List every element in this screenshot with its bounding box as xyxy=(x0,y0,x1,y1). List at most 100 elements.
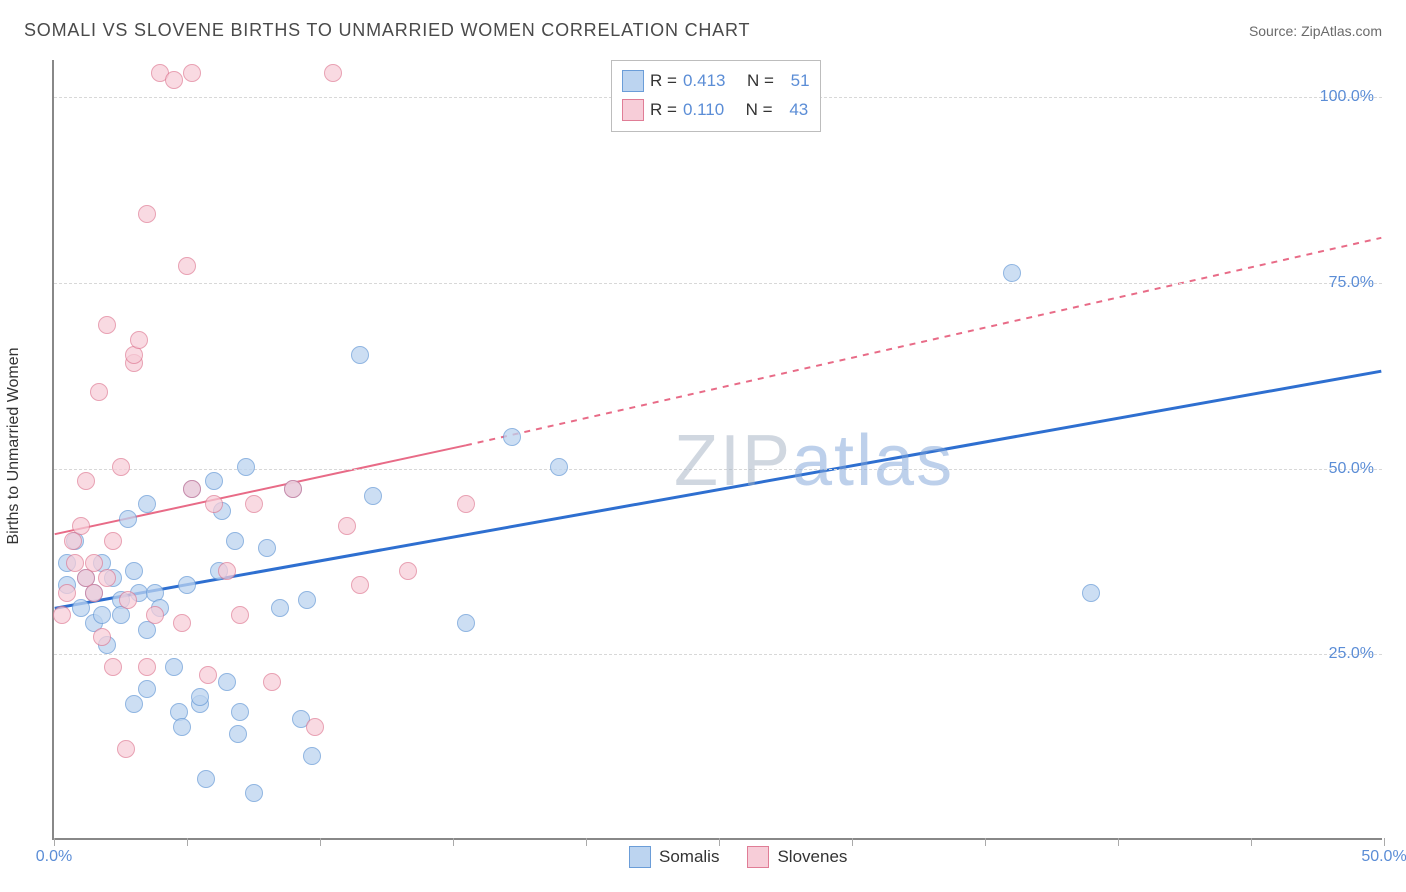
data-point-somalis xyxy=(298,591,316,609)
data-point-somalis xyxy=(231,703,249,721)
data-point-slovenes xyxy=(130,331,148,349)
x-tick xyxy=(453,838,454,846)
data-point-somalis xyxy=(93,606,111,624)
legend-swatch xyxy=(622,70,644,92)
y-tick-label: 100.0% xyxy=(1320,88,1374,106)
x-tick xyxy=(1118,838,1119,846)
x-tick xyxy=(719,838,720,846)
data-point-slovenes xyxy=(218,562,236,580)
x-tick xyxy=(586,838,587,846)
legend-swatch xyxy=(747,846,769,868)
legend-swatch xyxy=(622,99,644,121)
data-point-slovenes xyxy=(457,495,475,513)
data-point-slovenes xyxy=(399,562,417,580)
data-point-slovenes xyxy=(138,658,156,676)
x-tick xyxy=(1384,838,1385,846)
data-point-slovenes xyxy=(245,495,263,513)
data-point-slovenes xyxy=(119,591,137,609)
data-point-slovenes xyxy=(199,666,217,684)
data-point-slovenes xyxy=(90,383,108,401)
data-point-somalis xyxy=(178,576,196,594)
data-point-slovenes xyxy=(58,584,76,602)
data-point-slovenes xyxy=(53,606,71,624)
data-point-slovenes xyxy=(104,658,122,676)
chart-title: SOMALI VS SLOVENE BIRTHS TO UNMARRIED WO… xyxy=(24,20,750,41)
x-tick xyxy=(852,838,853,846)
data-point-somalis xyxy=(125,562,143,580)
trend-lines xyxy=(54,60,1382,838)
data-point-somalis xyxy=(271,599,289,617)
x-tick xyxy=(985,838,986,846)
data-point-slovenes xyxy=(231,606,249,624)
data-point-somalis xyxy=(72,599,90,617)
y-axis-label: Births to Unmarried Women xyxy=(5,347,23,544)
legend-label: Somalis xyxy=(659,847,719,867)
x-tick xyxy=(1251,838,1252,846)
data-point-somalis xyxy=(165,658,183,676)
data-point-slovenes xyxy=(284,480,302,498)
legend-stats-row: R = 0.110 N = 43 xyxy=(622,96,810,125)
data-point-somalis xyxy=(457,614,475,632)
data-point-somalis xyxy=(351,346,369,364)
gridline xyxy=(54,283,1382,284)
data-point-somalis xyxy=(245,784,263,802)
data-point-slovenes xyxy=(117,740,135,758)
plot-area: 25.0%50.0%75.0%100.0%0.0%50.0%ZIPatlas R… xyxy=(52,60,1382,840)
data-point-slovenes xyxy=(173,614,191,632)
data-point-somalis xyxy=(1003,264,1021,282)
legend-item-somalis: Somalis xyxy=(629,846,719,868)
data-point-slovenes xyxy=(183,480,201,498)
data-point-somalis xyxy=(229,725,247,743)
legend-stats-row: R = 0.413 N = 51 xyxy=(622,67,810,96)
data-point-slovenes xyxy=(112,458,130,476)
watermark: ZIPatlas xyxy=(674,420,954,502)
data-point-slovenes xyxy=(98,569,116,587)
data-point-slovenes xyxy=(146,606,164,624)
data-point-slovenes xyxy=(306,718,324,736)
data-point-somalis xyxy=(237,458,255,476)
y-tick-label: 75.0% xyxy=(1329,274,1374,292)
legend-stats-box: R = 0.413 N = 51 R = 0.110 N = 43 xyxy=(611,60,821,132)
data-point-somalis xyxy=(119,510,137,528)
legend-item-slovenes: Slovenes xyxy=(747,846,847,868)
legend-swatch xyxy=(629,846,651,868)
data-point-somalis xyxy=(125,695,143,713)
data-point-somalis xyxy=(364,487,382,505)
legend-label: Slovenes xyxy=(777,847,847,867)
x-tick xyxy=(54,838,55,846)
data-point-somalis xyxy=(138,680,156,698)
data-point-somalis xyxy=(1082,584,1100,602)
y-tick-label: 25.0% xyxy=(1329,645,1374,663)
data-point-somalis xyxy=(218,673,236,691)
data-point-slovenes xyxy=(205,495,223,513)
data-point-somalis xyxy=(191,688,209,706)
data-point-somalis xyxy=(138,495,156,513)
data-point-slovenes xyxy=(98,316,116,334)
data-point-slovenes xyxy=(351,576,369,594)
x-tick xyxy=(320,838,321,846)
data-point-slovenes xyxy=(77,472,95,490)
data-point-slovenes xyxy=(338,517,356,535)
data-point-slovenes xyxy=(324,64,342,82)
data-point-somalis xyxy=(173,718,191,736)
data-point-slovenes xyxy=(104,532,122,550)
data-point-slovenes xyxy=(263,673,281,691)
data-point-slovenes xyxy=(72,517,90,535)
x-tick xyxy=(187,838,188,846)
data-point-somalis xyxy=(503,428,521,446)
data-point-slovenes xyxy=(138,205,156,223)
y-tick-label: 50.0% xyxy=(1329,460,1374,478)
data-point-slovenes xyxy=(178,257,196,275)
data-point-somalis xyxy=(258,539,276,557)
data-point-somalis xyxy=(550,458,568,476)
data-point-somalis xyxy=(226,532,244,550)
data-point-slovenes xyxy=(93,628,111,646)
data-point-slovenes xyxy=(183,64,201,82)
x-tick-label: 50.0% xyxy=(1361,848,1406,866)
data-point-slovenes xyxy=(85,554,103,572)
data-point-slovenes xyxy=(85,584,103,602)
source-label: Source: ZipAtlas.com xyxy=(1249,23,1382,39)
data-point-somalis xyxy=(303,747,321,765)
data-point-somalis xyxy=(205,472,223,490)
bottom-legend: Somalis Slovenes xyxy=(629,846,847,868)
